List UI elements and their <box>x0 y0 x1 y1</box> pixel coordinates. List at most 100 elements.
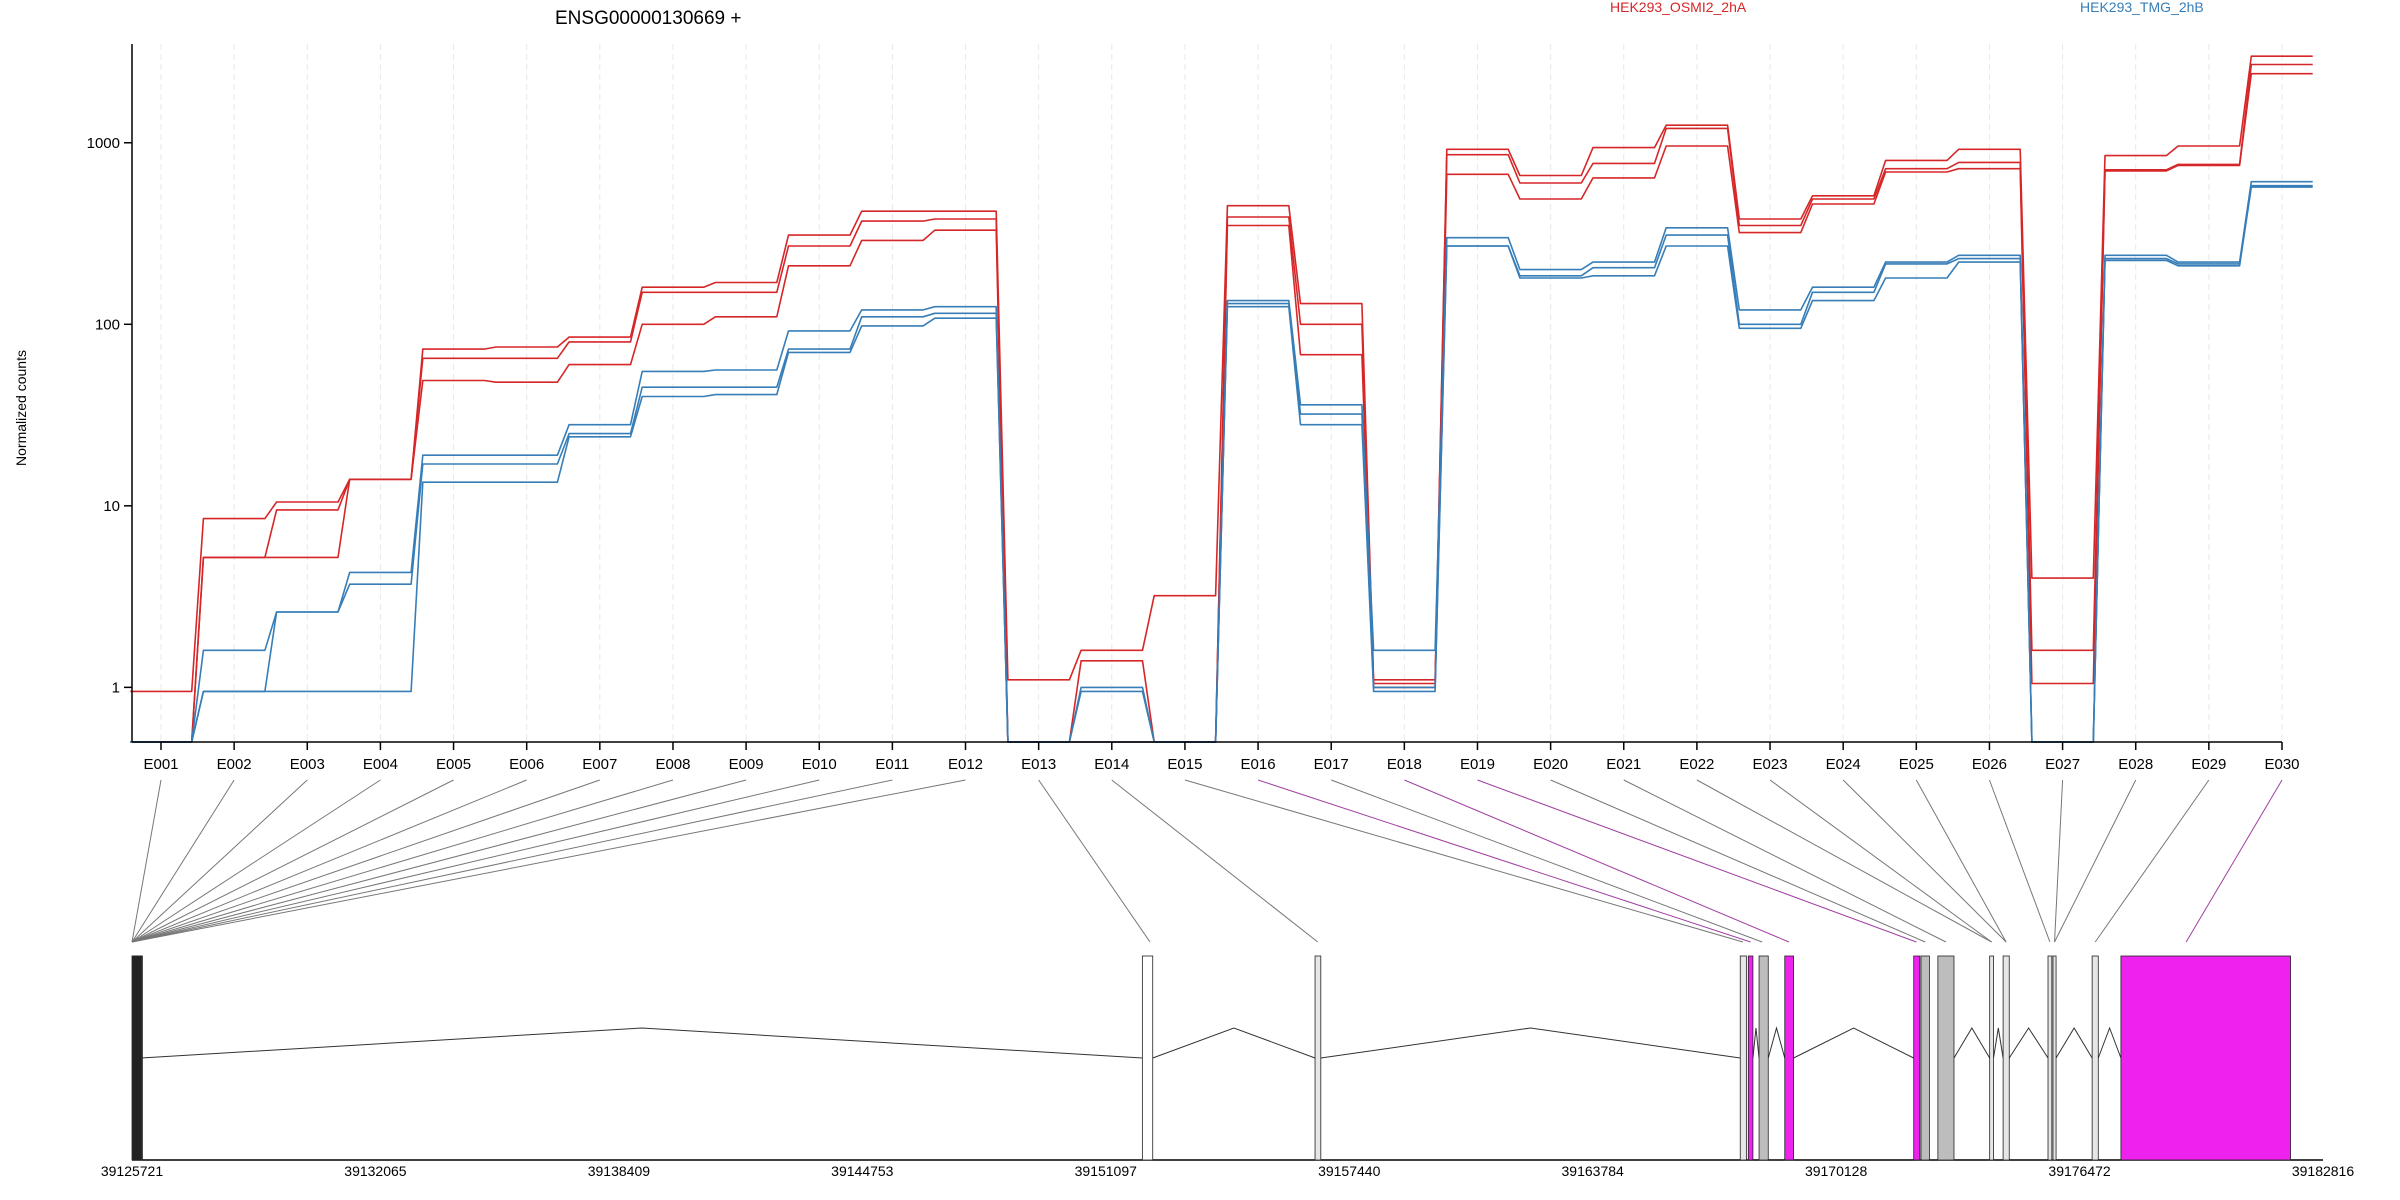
x-tick-label-E019: E019 <box>1460 756 1495 773</box>
x-tick-label-E029: E029 <box>2191 756 2226 773</box>
x-tick-label-E015: E015 <box>1167 756 1202 773</box>
exon-link-E008 <box>131 779 674 943</box>
x-gridlines <box>160 44 2283 742</box>
x-tick-label-E010: E010 <box>802 756 837 773</box>
x-tick-label-E013: E013 <box>1021 756 1056 773</box>
series-lines <box>130 55 2313 743</box>
coord-tick-label-39144753: 39144753 <box>831 1163 894 1179</box>
x-tick-label-E017: E017 <box>1314 756 1349 773</box>
legend-label-osmi2: HEK293_OSMI2_2hA <box>1610 0 1747 15</box>
exon-link-E019 <box>1477 779 1917 943</box>
x-tick-label-E016: E016 <box>1241 756 1276 773</box>
exon-link-E022 <box>1696 779 1992 943</box>
exon-box-20 <box>1920 955 1930 1161</box>
exon-box-23 <box>2002 955 2010 1161</box>
exon-box-27 <box>2120 955 2291 1161</box>
x-tick-label-E008: E008 <box>655 756 690 773</box>
x-tick-label-E002: E002 <box>217 756 252 773</box>
coord-tick-label-39138409: 39138409 <box>588 1163 651 1179</box>
y-axis-label: Normalized counts <box>13 350 29 466</box>
series-line-1 <box>130 55 2313 693</box>
exon-box-22 <box>1989 955 1994 1161</box>
exon-link-E011 <box>131 779 893 943</box>
coord-tick-label-39125721: 39125721 <box>101 1163 164 1179</box>
exon-link-E009 <box>131 779 747 943</box>
x-tick-label-E020: E020 <box>1533 756 1568 773</box>
intron-8 <box>1993 1027 2004 1059</box>
exon-link-E021 <box>1623 779 1947 943</box>
intron-7 <box>1953 1027 1991 1059</box>
coord-tick-label-39170128: 39170128 <box>1805 1163 1868 1179</box>
x-tick-label-E012: E012 <box>948 756 983 773</box>
series-line-6 <box>130 186 2313 743</box>
exon-link-E026 <box>1988 779 2051 943</box>
exon-link-E003 <box>131 779 308 943</box>
x-tick-label-E022: E022 <box>1679 756 1714 773</box>
x-tick-label-E006: E006 <box>509 756 544 773</box>
x-tick-label-E023: E023 <box>1753 756 1788 773</box>
x-tick-label-E021: E021 <box>1606 756 1641 773</box>
axes: 1 10 100 1000 E001 E002 E003 E004 E005 E006 E007 E0… <box>87 44 2300 773</box>
gene-model: 39125721 39132065 39138409 39144753 39151097… <box>101 955 2355 1179</box>
exon-link-E030 <box>2185 779 2283 943</box>
x-tick-label-E026: E026 <box>1972 756 2007 773</box>
exon-link-E005 <box>131 779 454 943</box>
exon-box-25 <box>2052 955 2057 1161</box>
series-line-3 <box>130 72 2313 743</box>
y-tick-label-10: 10 <box>103 498 120 515</box>
exon-link-E023 <box>1769 779 1992 943</box>
x-tick-label-E009: E009 <box>729 756 764 773</box>
intron-10 <box>2055 1027 2093 1059</box>
coord-tick-label-39163784: 39163784 <box>1562 1163 1625 1179</box>
x-tick-label-E027: E027 <box>2045 756 2080 773</box>
exon-link-E024 <box>1842 779 2007 943</box>
exon-box-26 <box>2091 955 2099 1161</box>
x-tick-label-E024: E024 <box>1826 756 1861 773</box>
exon-box-12 <box>140 955 143 1161</box>
exon-link-lines <box>131 779 2283 943</box>
exon-link-E006 <box>131 779 527 943</box>
intron-9 <box>2008 1027 2049 1059</box>
y-tick-label-100: 100 <box>95 316 120 333</box>
exon-link-E007 <box>131 779 600 943</box>
x-tick-label-E003: E003 <box>290 756 325 773</box>
x-tick-label-E004: E004 <box>363 756 398 773</box>
legend-label-tmg: HEK293_TMG_2hB <box>2080 0 2204 15</box>
x-tick-label-E011: E011 <box>875 756 909 773</box>
exon-box-16 <box>1747 955 1754 1161</box>
exon-link-E012 <box>131 779 966 943</box>
x-tick-label-E001: E001 <box>143 756 178 773</box>
x-tick-label-E014: E014 <box>1094 756 1129 773</box>
chart-title: ENSG00000130669 + <box>555 8 741 29</box>
exon-link-E001 <box>131 779 162 943</box>
exon-link-E004 <box>131 779 381 943</box>
x-tick-label-E005: E005 <box>436 756 471 773</box>
exon-box-17 <box>1758 955 1769 1161</box>
exon-link-E015 <box>1184 779 1744 943</box>
coord-tick-label-39151097: 39151097 <box>1075 1163 1138 1179</box>
x-tick-label-E030: E030 <box>2264 756 2299 773</box>
intron-3 <box>1320 1027 1741 1059</box>
exon-link-E020 <box>1550 779 1926 943</box>
intron-4 <box>1752 1027 1760 1059</box>
exon-box-24 <box>2047 955 2053 1161</box>
exon-box-13 <box>1141 955 1154 1161</box>
coord-tick-label-39132065: 39132065 <box>344 1163 407 1179</box>
coord-tick-label-39157440: 39157440 <box>1318 1163 1381 1179</box>
exon-link-E016 <box>1257 779 1751 943</box>
coord-tick-label-39176472: 39176472 <box>2048 1163 2111 1179</box>
coord-tick-label-39182816: 39182816 <box>2292 1163 2355 1179</box>
y-tick-label-1: 1 <box>112 679 120 696</box>
exon-link-E010 <box>131 779 820 943</box>
intron-5 <box>1767 1026 1786 1059</box>
exon-link-E017 <box>1331 779 1763 943</box>
exon-link-E002 <box>131 779 235 943</box>
exon-link-E018 <box>1404 779 1790 943</box>
exon-link-E025 <box>1915 779 2007 943</box>
x-tick-label-E025: E025 <box>1899 756 1934 773</box>
x-tick-label-E018: E018 <box>1387 756 1422 773</box>
intron-6 <box>1793 1027 1914 1059</box>
exon-box-15 <box>1739 955 1747 1161</box>
y-tick-label-1000: 1000 <box>87 135 120 152</box>
